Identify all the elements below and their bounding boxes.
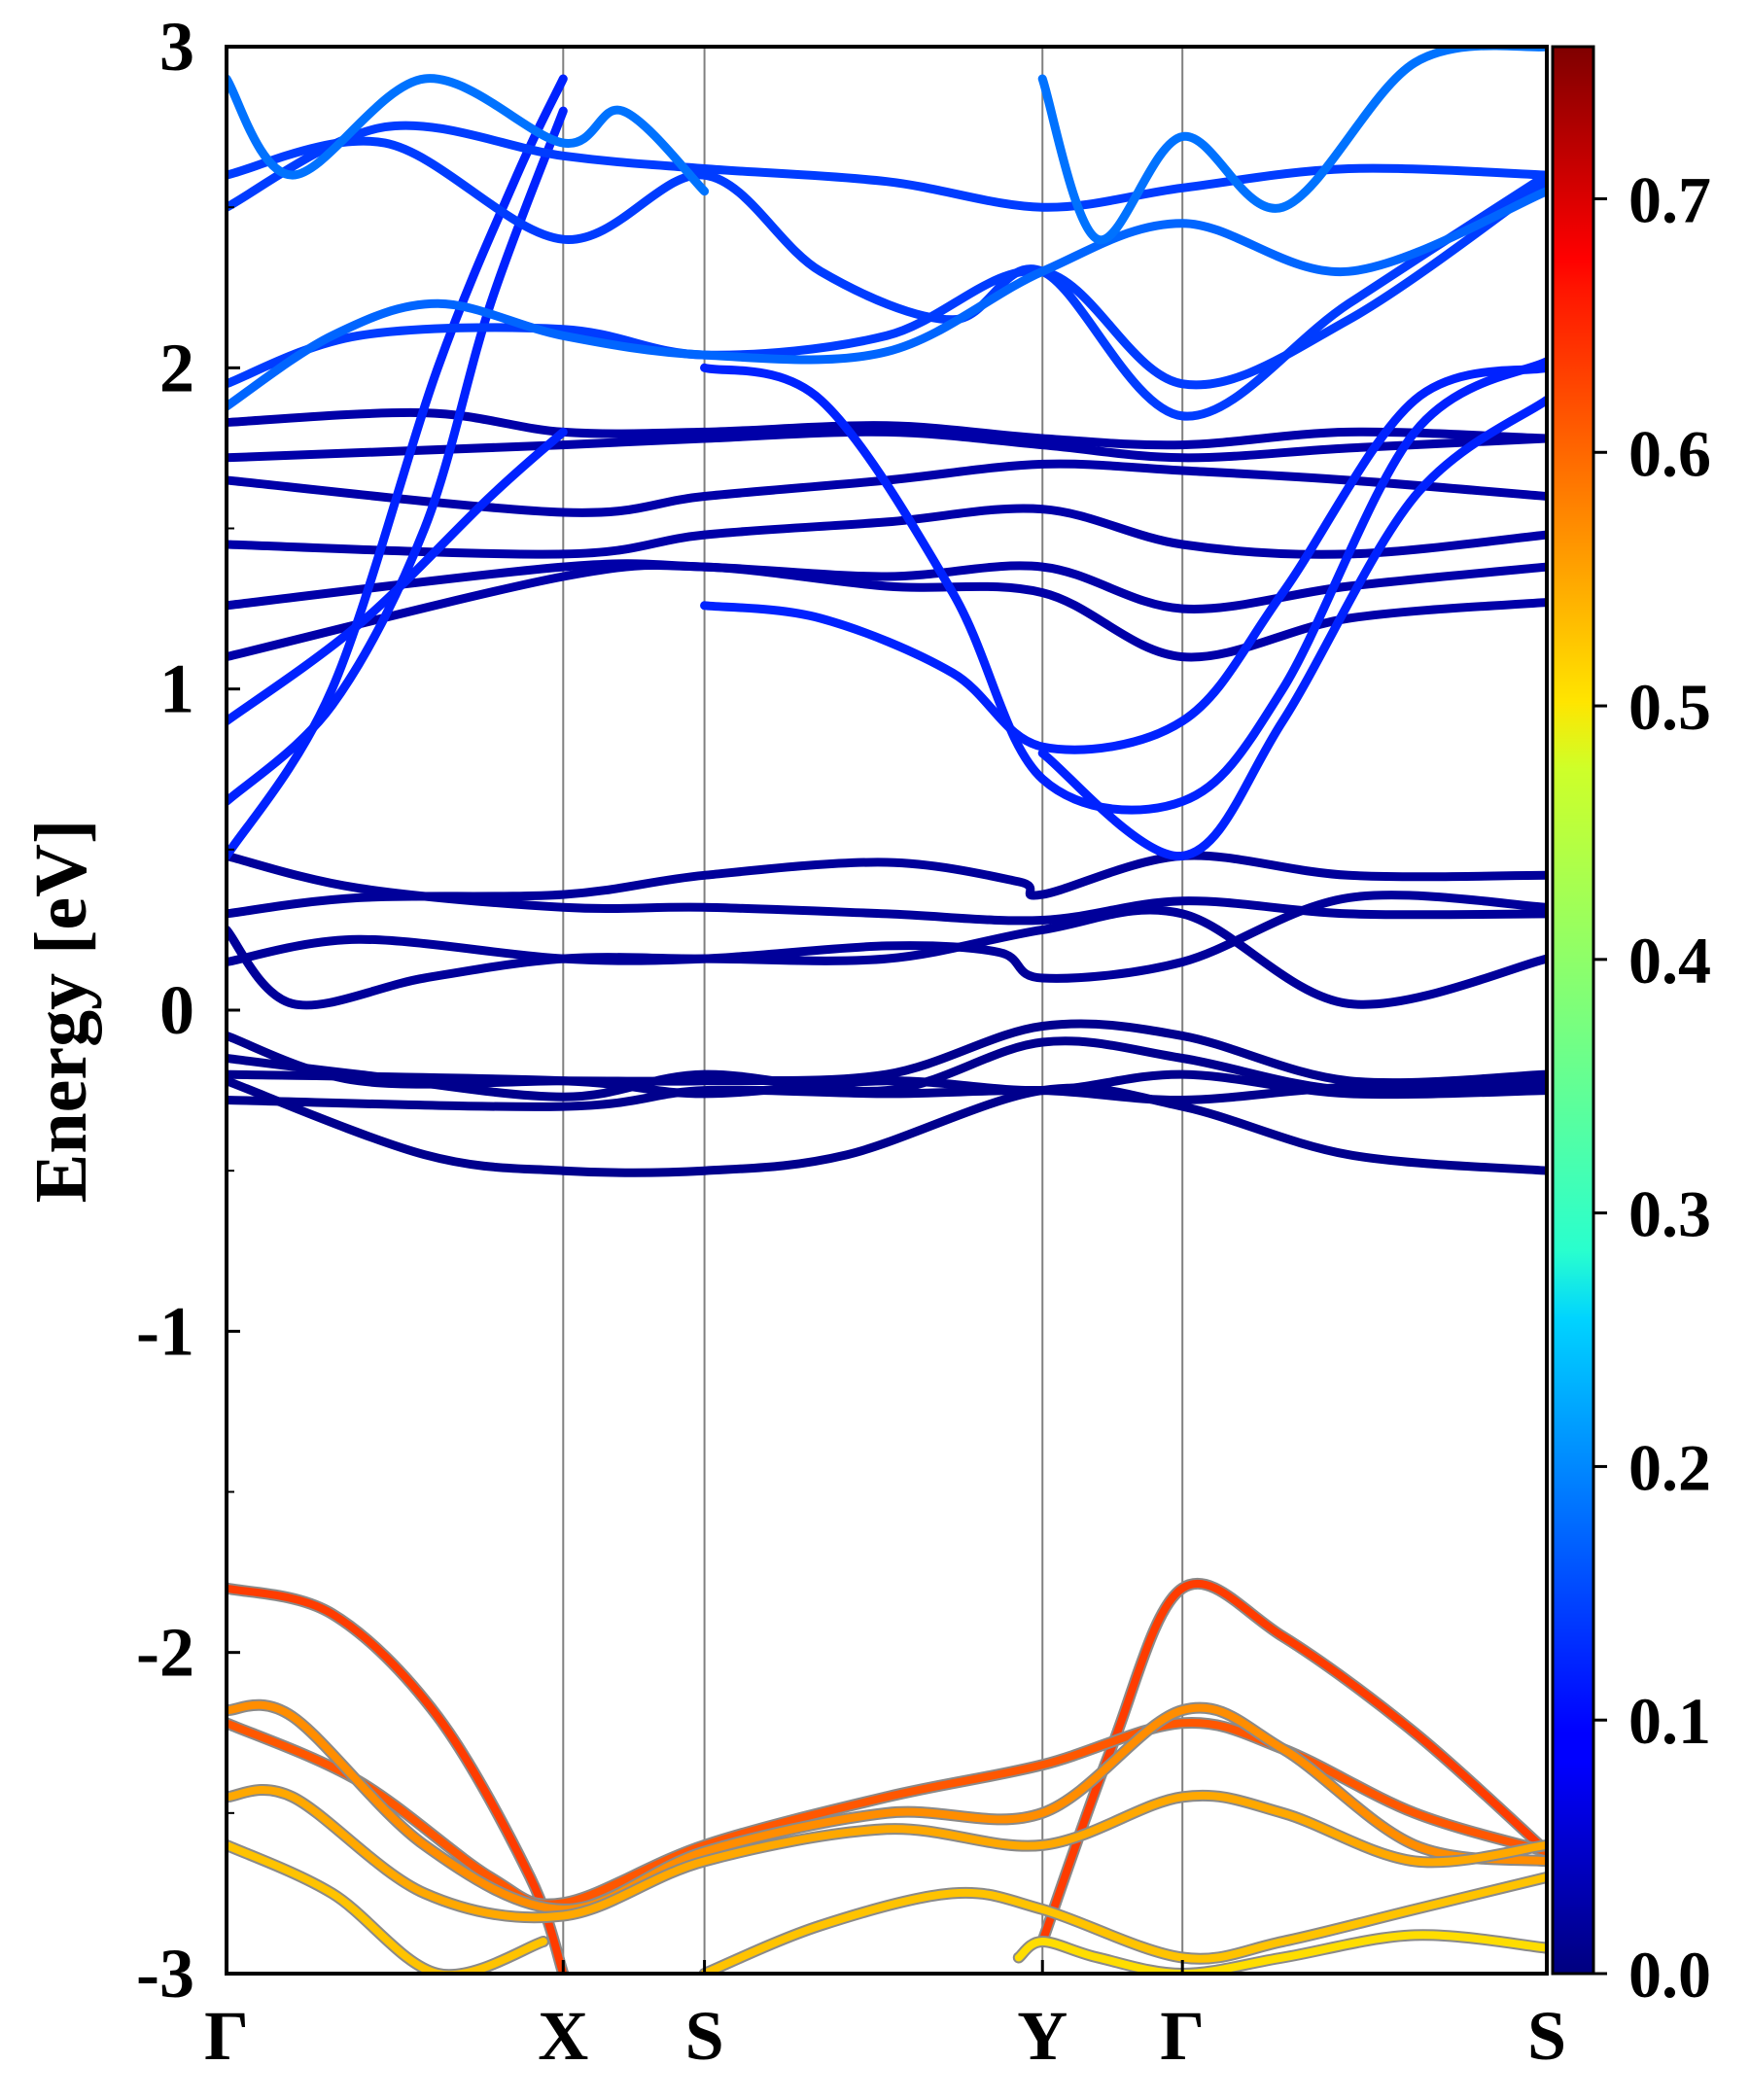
x-tick-label: X (538, 1997, 588, 2075)
band-line (227, 891, 1547, 983)
band-line (227, 1718, 1547, 1908)
colorbar-tick-label: 0.3 (1628, 1177, 1711, 1251)
band-line (227, 106, 568, 806)
band-line (227, 136, 1547, 421)
y-tick-label: -3 (136, 1935, 194, 2012)
y-tick-label: -2 (136, 1614, 194, 1692)
colorbar-tick-label: 0.6 (1628, 416, 1711, 490)
band-line (227, 851, 1547, 926)
y-tick-label: 0 (159, 971, 194, 1049)
y-axis-label: Energy [eV] (20, 820, 102, 1204)
band-line (227, 459, 1547, 517)
x-tick-label: S (685, 1997, 724, 2075)
colorbar-tick-label: 0.4 (1628, 924, 1711, 998)
y-tick-label: 3 (159, 8, 194, 86)
colorbar-tick-label: 0.2 (1628, 1430, 1711, 1504)
y-tick-label: -1 (136, 1292, 194, 1370)
colorbar-tick-label: 0.0 (1628, 1938, 1711, 2012)
band-line (700, 363, 1547, 754)
band-line (1038, 1579, 1547, 1945)
band-line (227, 187, 1547, 411)
band-line (227, 1840, 547, 1974)
colorbar-tick-label: 0.5 (1628, 670, 1711, 744)
x-tick-label: Γ (204, 1997, 249, 2075)
colorbar-tick-label: 0.1 (1628, 1684, 1711, 1758)
band-line (227, 851, 1547, 919)
band-line (227, 905, 1547, 1010)
band-line (227, 427, 568, 726)
band-line (227, 177, 1547, 390)
band-line (700, 357, 1547, 815)
colorbar-gradient (1551, 45, 1595, 1976)
colorbar-ticks: 0.0 0.1 0.2 0.3 0.4 0.5 0.6 0.7 (1593, 162, 1711, 2012)
band-line (227, 74, 710, 196)
colorbar-tick-label: 0.7 (1628, 162, 1711, 236)
band-line (227, 1069, 1547, 1100)
band-lines (227, 47, 1547, 1974)
colorbar: 0.0 0.1 0.2 0.3 0.4 0.5 0.6 0.7 (1551, 45, 1711, 2012)
band-line (227, 1076, 1547, 1177)
band-line (227, 560, 1547, 662)
band-line (227, 1081, 1547, 1111)
band-line (227, 74, 568, 860)
x-tick-label: Γ (1160, 1997, 1205, 2075)
band-line (1037, 47, 1547, 245)
y-axis: 3 2 1 0 -1 -2 -3 (136, 8, 240, 2012)
y-tick-label: 1 (159, 650, 194, 728)
band-line (227, 121, 1547, 212)
y-tick-label: 2 (159, 329, 194, 406)
band-outline (227, 1698, 1547, 1915)
band-line (1014, 1931, 1547, 1974)
band-line (700, 1872, 1547, 1974)
band-line (1037, 395, 1547, 860)
band-line (227, 504, 1547, 559)
band-line (227, 1785, 1547, 1922)
x-tick-label: Y (1017, 1997, 1068, 2075)
plot-area (225, 45, 1549, 1976)
x-tick-label: S (1527, 1997, 1566, 2075)
band-line (227, 1700, 1547, 1913)
